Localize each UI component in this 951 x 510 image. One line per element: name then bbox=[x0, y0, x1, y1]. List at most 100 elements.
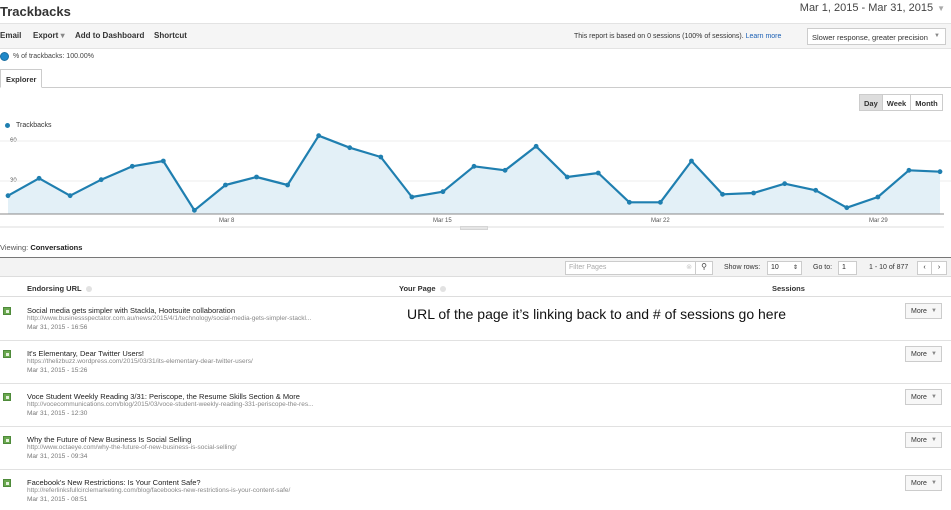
data-point[interactable] bbox=[564, 174, 570, 180]
data-point[interactable] bbox=[689, 158, 694, 164]
period-week-button[interactable]: Week bbox=[882, 95, 912, 110]
more-button[interactable]: More ▼ bbox=[905, 432, 942, 448]
next-page-button[interactable]: › bbox=[937, 264, 941, 271]
sampling-note: This report is based on 0 sessions (100%… bbox=[574, 33, 781, 40]
more-button[interactable]: More ▼ bbox=[905, 346, 942, 362]
data-point[interactable] bbox=[347, 145, 353, 151]
row-date: Mar 31, 2015 - 08:51 bbox=[27, 496, 88, 503]
segment-pie-icon bbox=[0, 52, 9, 61]
data-point[interactable] bbox=[67, 193, 73, 199]
tab-explorer[interactable]: Explorer bbox=[0, 69, 42, 88]
chevron-down-icon: ▼ bbox=[937, 4, 945, 13]
data-point[interactable] bbox=[875, 194, 881, 200]
table-controls: Filter Pages ⊗ ⚲ Show rows: 10 ⇕ Go to: … bbox=[0, 257, 951, 277]
filter-placeholder: Filter Pages bbox=[569, 264, 607, 271]
chevron-down-icon: ▼ bbox=[931, 437, 937, 443]
precision-select-value: Slower response, greater precision bbox=[812, 33, 928, 42]
data-point[interactable] bbox=[626, 199, 632, 205]
export-button[interactable]: Export ▾ bbox=[33, 31, 65, 40]
data-point[interactable] bbox=[533, 143, 539, 149]
chevron-down-icon: ▼ bbox=[931, 351, 937, 357]
external-link-icon[interactable] bbox=[3, 479, 11, 487]
data-point[interactable] bbox=[192, 207, 197, 213]
x-tick-mar15: Mar 15 bbox=[433, 218, 452, 224]
external-link-icon[interactable] bbox=[3, 436, 11, 444]
filter-pages-input[interactable]: Filter Pages ⊗ ⚲ bbox=[565, 261, 713, 275]
data-point[interactable] bbox=[906, 167, 912, 173]
row-title-link[interactable]: It's Elementary, Dear Twitter Users! bbox=[27, 349, 145, 358]
more-label: More bbox=[911, 480, 927, 487]
export-label: Export bbox=[33, 31, 59, 40]
column-label: Your Page bbox=[399, 284, 436, 293]
data-point[interactable] bbox=[285, 182, 290, 188]
row-title-link[interactable]: Social media gets simpler with Stackla, … bbox=[27, 306, 236, 315]
trackbacks-line-chart[interactable] bbox=[0, 130, 951, 230]
data-point[interactable] bbox=[844, 205, 850, 211]
data-point[interactable] bbox=[98, 177, 104, 183]
show-rows-label: Show rows: bbox=[724, 264, 761, 271]
data-point[interactable] bbox=[409, 194, 415, 200]
column-your-page[interactable]: Your Page bbox=[399, 284, 446, 293]
tab-bar: Explorer bbox=[0, 69, 951, 88]
learn-more-link[interactable]: Learn more bbox=[745, 33, 782, 40]
data-point[interactable] bbox=[160, 158, 166, 164]
more-button[interactable]: More ▼ bbox=[905, 475, 942, 491]
data-point[interactable] bbox=[813, 187, 819, 193]
updown-icon: ⇕ bbox=[792, 265, 798, 271]
viewing-conversations-tab[interactable]: Conversations bbox=[30, 243, 83, 252]
clear-icon[interactable]: ⊗ bbox=[686, 264, 692, 271]
chevron-down-icon: ▼ bbox=[931, 480, 937, 486]
pagination-buttons: ‹ › bbox=[917, 261, 947, 275]
prev-page-button[interactable]: ‹ bbox=[918, 262, 932, 274]
row-url: http://referlinksfullcirclemarketing.com… bbox=[27, 487, 291, 494]
period-day-button[interactable]: Day bbox=[860, 95, 883, 110]
annotation-text: URL of the page it’s linking back to and… bbox=[407, 306, 787, 322]
data-point[interactable] bbox=[720, 191, 725, 197]
segment-indicator: % of trackbacks: 100.00% bbox=[0, 52, 94, 61]
goto-input[interactable]: 1 bbox=[838, 261, 857, 275]
help-icon[interactable] bbox=[439, 286, 446, 293]
chart-resize-handle[interactable] bbox=[460, 226, 488, 230]
data-point[interactable] bbox=[595, 170, 601, 176]
data-point[interactable] bbox=[36, 175, 42, 181]
data-point[interactable] bbox=[937, 169, 943, 175]
row-title-link[interactable]: Facebook's New Restrictions: Is Your Con… bbox=[27, 478, 201, 487]
data-point[interactable] bbox=[378, 154, 384, 160]
data-point[interactable] bbox=[223, 182, 228, 188]
data-point[interactable] bbox=[129, 163, 135, 169]
email-button[interactable]: Email bbox=[0, 31, 22, 40]
data-point[interactable] bbox=[440, 189, 446, 195]
legend-label: Trackbacks bbox=[16, 122, 52, 129]
data-point[interactable] bbox=[254, 174, 259, 180]
column-endorsing-url[interactable]: Endorsing URL bbox=[27, 284, 92, 293]
data-point[interactable] bbox=[751, 190, 756, 196]
data-point[interactable] bbox=[471, 163, 477, 169]
external-link-icon[interactable] bbox=[3, 393, 11, 401]
external-link-icon[interactable] bbox=[3, 350, 11, 358]
table-row: Why the Future of New Business Is Social… bbox=[0, 427, 951, 470]
more-button[interactable]: More ▼ bbox=[905, 389, 942, 405]
period-month-button[interactable]: Month bbox=[911, 95, 942, 110]
table-header: Endorsing URL Your Page Sessions bbox=[0, 278, 951, 297]
more-button[interactable]: More ▼ bbox=[905, 303, 942, 319]
table-row: Voce Student Weekly Reading 3/31: Perisc… bbox=[0, 384, 951, 427]
row-title-link[interactable]: Voce Student Weekly Reading 3/31: Perisc… bbox=[27, 392, 300, 401]
row-date: Mar 31, 2015 - 09:34 bbox=[27, 453, 88, 460]
data-point[interactable] bbox=[782, 181, 788, 187]
column-sessions[interactable]: Sessions bbox=[772, 284, 805, 293]
help-icon[interactable] bbox=[85, 286, 92, 293]
shortcut-button[interactable]: Shortcut bbox=[154, 31, 187, 40]
date-range-picker[interactable]: Mar 1, 2015 - Mar 31, 2015 ▼ bbox=[800, 2, 945, 14]
data-point[interactable] bbox=[316, 133, 322, 139]
show-rows-select[interactable]: 10 ⇕ bbox=[767, 261, 802, 275]
data-point[interactable] bbox=[502, 167, 508, 173]
x-tick-mar29: Mar 29 bbox=[869, 218, 888, 224]
data-point[interactable] bbox=[658, 199, 663, 205]
external-link-icon[interactable] bbox=[3, 307, 11, 315]
search-icon[interactable]: ⚲ bbox=[695, 261, 712, 275]
add-to-dashboard-button[interactable]: Add to Dashboard bbox=[75, 31, 145, 40]
row-title-link[interactable]: Why the Future of New Business Is Social… bbox=[27, 435, 192, 444]
segment-label: % of trackbacks: 100.00% bbox=[13, 53, 94, 60]
data-point[interactable] bbox=[5, 193, 11, 199]
precision-select[interactable]: Slower response, greater precision ▼ bbox=[807, 28, 946, 45]
